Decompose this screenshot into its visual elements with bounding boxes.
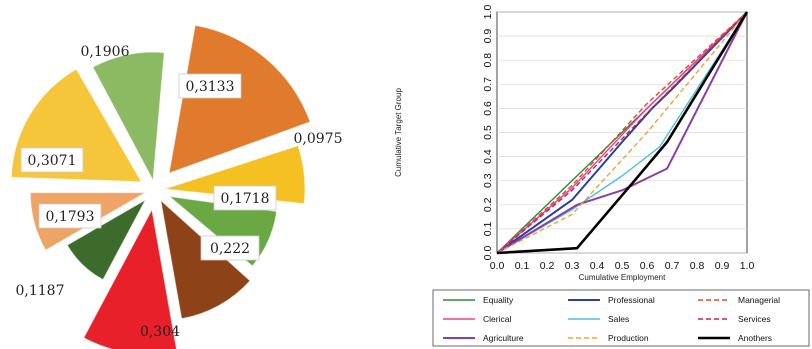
pie-slice-label: 0,1906 — [81, 44, 130, 60]
legend-box — [432, 289, 810, 347]
legend-label: Clerical — [483, 314, 511, 324]
y-tick-label: 1.0 — [482, 5, 494, 20]
pie-slice-label: 0,1793 — [46, 209, 95, 225]
series-line — [496, 11, 748, 254]
series-line — [496, 11, 748, 254]
legend-label: Sales — [608, 314, 629, 324]
y-tick-label: 0.0 — [482, 246, 494, 261]
legend-label: Managerial — [738, 295, 780, 305]
legend: Equality Professional Managerial Clerical Sa… — [432, 289, 810, 347]
pie-label-box — [213, 185, 277, 211]
pie-slice — [66, 198, 147, 281]
series-line — [496, 11, 748, 254]
pie-slice-label: 0,3071 — [28, 153, 77, 169]
exploded-pie-chart: 0,3133 0,0975 0,1718 0,222 0,304 0,1187 0,1793… — [10, 24, 343, 349]
y-axis-title: Cumulative Target Group — [394, 88, 403, 177]
x-tick-label: 1.0 — [740, 260, 755, 272]
x-tick-label: 0.9 — [715, 260, 730, 272]
x-tick-label: 0.2 — [540, 260, 555, 272]
x-tick-label: 0.7 — [665, 260, 680, 272]
pie-slice-shape — [92, 51, 165, 182]
y-tick-label: 0.7 — [482, 77, 494, 92]
pie-slice-shape — [168, 24, 311, 174]
pie-slice-shape — [66, 198, 147, 281]
pie-label-box — [200, 235, 260, 261]
x-axis-title: Cumulative Employment — [579, 273, 666, 282]
pie-slice-label: 0,304 — [140, 324, 180, 340]
x-tick-label: 0.5 — [615, 260, 630, 272]
legend-label: Production — [608, 333, 649, 343]
pie-slice — [83, 208, 177, 349]
pie-slice-label: 0,1187 — [16, 283, 65, 299]
y-tick-label: 0.8 — [482, 53, 494, 68]
pie-slice-label: 0,1718 — [221, 191, 270, 207]
pie-slice — [92, 51, 165, 182]
pie-label-box — [38, 203, 102, 229]
x-tick-label: 0.3 — [565, 260, 580, 272]
y-tick-label: 0.4 — [482, 149, 494, 164]
pie-label-box — [178, 73, 242, 99]
y-tick-label: 0.3 — [482, 173, 494, 188]
x-tick-label: 0.8 — [690, 260, 705, 272]
legend-label: Professional — [608, 295, 655, 305]
legend-label: Equality — [483, 295, 514, 305]
series-line — [496, 11, 748, 254]
pie-slice-label: 0,222 — [210, 241, 250, 257]
series-line — [496, 11, 748, 254]
legend-label: Anothers — [738, 333, 772, 343]
pie-label-box — [20, 147, 84, 173]
legend-label: Services — [738, 314, 771, 324]
x-tick-label: 0.0 — [490, 260, 505, 272]
x-tick-label: 0.1 — [515, 260, 530, 272]
pie-slice — [168, 24, 311, 174]
pie-slice-label: 0,0975 — [294, 131, 343, 147]
y-tick-label: 0.9 — [482, 29, 494, 44]
y-tick-label: 0.2 — [482, 197, 494, 212]
x-tick-label: 0.4 — [590, 260, 605, 272]
y-tick-label: 0.5 — [482, 125, 494, 140]
pie-slice-shape — [83, 208, 177, 349]
series-line — [496, 11, 748, 254]
y-tick-label: 0.6 — [482, 101, 494, 116]
lorenz-curve-chart: 0.0 0.1 0.2 0.3 0.4 0.5 0.6 0.7 0.8 0.9 1.0 0.0 0.1 0… — [394, 5, 810, 347]
series-line — [496, 11, 748, 254]
y-tick-label: 0.1 — [482, 221, 494, 236]
legend-label: Agriculture — [483, 333, 524, 343]
series-line — [496, 11, 749, 255]
pie-slice-label: 0,3133 — [186, 79, 235, 95]
x-tick-label: 0.6 — [640, 260, 655, 272]
